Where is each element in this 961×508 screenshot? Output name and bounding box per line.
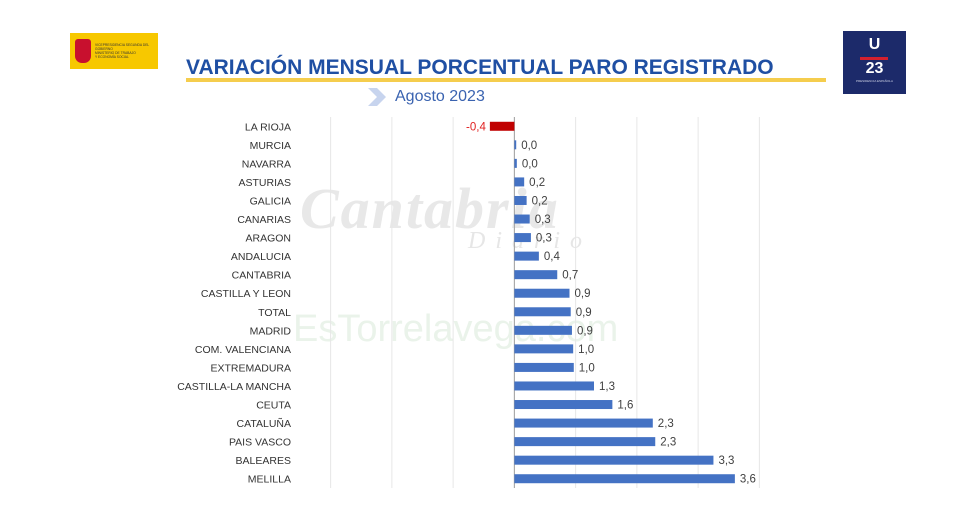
government-logo: VICEPRESIDENCIA SEGUNDA DEL GOBIERNO MINI… <box>70 33 158 69</box>
bar <box>514 455 714 465</box>
category-label: MADRID <box>250 325 292 337</box>
category-label: MURCIA <box>250 140 291 152</box>
bar <box>514 381 594 391</box>
data-label: 0,0 <box>522 158 538 170</box>
spain-crest-icon <box>75 39 91 63</box>
data-label: 0,9 <box>576 307 592 319</box>
title-underline <box>186 78 826 82</box>
category-label: CASTILLA Y LEON <box>201 288 291 300</box>
data-label: 0,9 <box>577 325 593 337</box>
category-label: LA RIOJA <box>245 121 291 133</box>
eu-logo-small: PRESIDENCIA ESPAÑOLA <box>856 79 893 83</box>
eu-logo-bottom: 23 <box>865 60 884 77</box>
data-label: 0,3 <box>535 214 551 226</box>
data-label: 1,6 <box>617 400 633 412</box>
data-label: 0,4 <box>544 251 561 263</box>
data-label: 3,3 <box>718 455 734 467</box>
data-label: 1,3 <box>599 381 615 393</box>
category-label: CATALUÑA <box>237 417 291 430</box>
data-label: -0,4 <box>466 121 486 133</box>
data-label: 1,0 <box>579 362 595 374</box>
category-label: BALEARES <box>236 455 291 467</box>
bar <box>514 158 517 168</box>
bar <box>514 214 530 224</box>
eu-presidency-logo: U 23 PRESIDENCIA ESPAÑOLA <box>843 31 906 94</box>
data-label: 2,3 <box>660 437 676 449</box>
bar <box>514 474 735 484</box>
bar <box>514 233 531 243</box>
bar <box>514 362 574 372</box>
chevron-right-icon <box>368 88 386 106</box>
chart-subtitle: Agosto 2023 <box>395 88 485 105</box>
bar <box>514 195 527 205</box>
data-label: 0,7 <box>562 270 578 282</box>
category-label: CANTABRIA <box>232 270 291 282</box>
bar <box>514 325 572 335</box>
category-label: CEUTA <box>256 400 291 412</box>
bar <box>514 344 574 354</box>
bar <box>514 177 525 187</box>
bar <box>514 307 571 317</box>
category-label: ASTURIAS <box>238 177 291 189</box>
bar <box>514 400 613 410</box>
category-label: ARAGON <box>245 233 291 245</box>
bar <box>514 437 656 447</box>
category-label: COM. VALENCIANA <box>195 344 291 356</box>
category-label: GALICIA <box>250 195 291 207</box>
bar <box>514 251 539 261</box>
bar <box>489 121 515 131</box>
bar <box>514 418 653 428</box>
data-label: 0,3 <box>536 233 552 245</box>
category-label: CANARIAS <box>237 214 291 226</box>
data-label: 0,9 <box>575 288 591 300</box>
bar <box>514 140 517 150</box>
category-label: TOTAL <box>258 307 291 319</box>
chart-title: VARIACIÓN MENSUAL PORCENTUAL PARO REGIST… <box>186 56 774 79</box>
data-label: 3,6 <box>740 474 756 486</box>
bar <box>514 288 570 298</box>
category-label: CASTILLA-LA MANCHA <box>177 381 291 393</box>
category-label: ANDALUCIA <box>231 251 291 263</box>
category-label: EXTREMADURA <box>210 362 291 374</box>
data-label: 0,2 <box>529 177 545 189</box>
ministry-text: VICEPRESIDENCIA SEGUNDA DEL GOBIERNO MINI… <box>95 43 150 59</box>
data-label: 0,0 <box>521 140 537 152</box>
data-label: 2,3 <box>658 418 674 430</box>
category-label: NAVARRA <box>242 158 291 170</box>
category-label: PAIS VASCO <box>229 437 291 449</box>
data-label: 1,0 <box>578 344 594 356</box>
bar <box>514 270 558 280</box>
eu-logo-top: U <box>868 36 881 53</box>
data-label: 0,2 <box>532 195 548 207</box>
eu-logo-bar <box>860 57 888 60</box>
category-label: MELILLA <box>248 474 291 486</box>
